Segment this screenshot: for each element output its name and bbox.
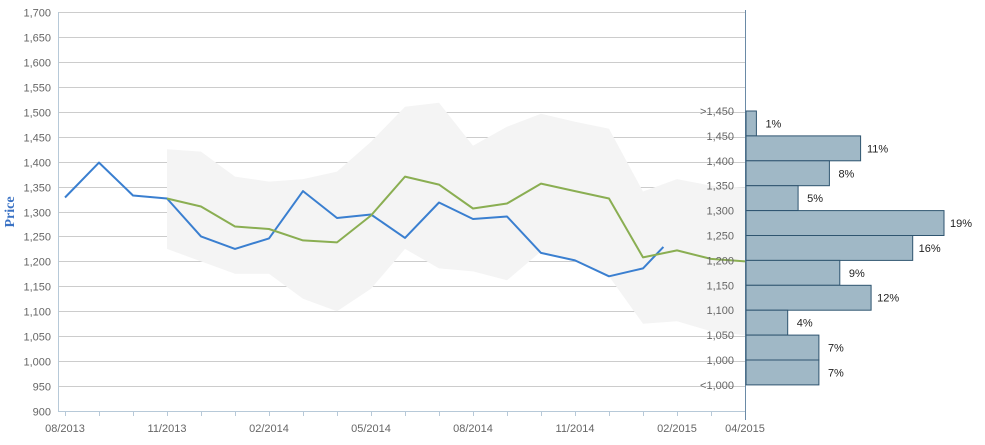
y-tick-label: 1,500 <box>23 108 51 120</box>
distribution-bin-label: 1,450 <box>706 131 734 143</box>
distribution-bar <box>745 284 872 311</box>
y-axis-title: Price <box>3 196 18 227</box>
forecast-range-band <box>167 102 745 336</box>
y-tick-label: 1,400 <box>23 158 51 170</box>
distribution-bin-label: 1,250 <box>706 231 734 243</box>
y-tick-label: 1,050 <box>23 332 51 344</box>
x-tick-label: 02/2015 <box>657 423 697 435</box>
x-tick-label: 11/2013 <box>148 423 187 435</box>
distribution-bin-label: 1,100 <box>706 305 734 317</box>
x-tick-label: 11/2014 <box>556 423 595 435</box>
distribution-bar <box>745 359 820 386</box>
distribution-bar-label: 7% <box>828 343 844 355</box>
distribution-bar-label: 19% <box>950 218 972 230</box>
forecast-band-layer <box>167 102 745 336</box>
x-tick-label: 04/2015 <box>725 423 765 435</box>
axis-layer: 900 950 1,000 1,050 1,100 1,150 1,200 1,250 1,30… <box>23 8 764 436</box>
distribution-bar <box>745 135 862 162</box>
distribution-bar <box>745 210 945 237</box>
distribution-bar-label: 5% <box>807 193 823 205</box>
distribution-bar-label: 7% <box>828 367 844 379</box>
distribution-bar <box>745 259 841 286</box>
distribution-bin-label: 1,200 <box>706 255 734 267</box>
distribution-layer: >1,450 1,450 1,400 1,350 1,300 1,250 1,200 1,15… <box>700 106 972 392</box>
distribution-bar <box>745 160 830 187</box>
distribution-bin-label: 1,150 <box>706 280 734 292</box>
y-tick-label: 1,350 <box>23 183 51 195</box>
forecast-price-line <box>166 175 746 263</box>
x-tick-label: 02/2014 <box>249 423 289 435</box>
distribution-bar <box>745 110 757 137</box>
y-tick-label: 1,550 <box>23 83 51 95</box>
x-tick-label: 05/2014 <box>351 423 391 435</box>
distribution-bin-label: 1,300 <box>706 206 734 218</box>
distribution-bar <box>745 185 799 212</box>
x-tick-label: 08/2014 <box>453 423 493 435</box>
distribution-bin-label: <1,000 <box>700 380 734 392</box>
y-tick-label: 1,600 <box>23 58 51 70</box>
distribution-bin-label: >1,450 <box>700 106 734 118</box>
distribution-bar <box>745 235 914 261</box>
y-tick-label: 1,150 <box>23 282 51 294</box>
distribution-bar <box>745 334 820 361</box>
y-tick-label: 1,300 <box>23 208 51 220</box>
distribution-bar-label: 9% <box>849 268 865 280</box>
y-tick-label: 1,650 <box>23 33 51 45</box>
y-tick-label: 950 <box>33 382 51 394</box>
y-tick-label: 1,200 <box>23 257 51 269</box>
distribution-bar-label: 4% <box>797 318 813 330</box>
distribution-bar-label: 12% <box>877 293 899 305</box>
distribution-bin-label: 1,000 <box>706 355 734 367</box>
y-tick-label: 1,700 <box>23 8 51 20</box>
y-tick-label: 1,450 <box>23 133 51 145</box>
y-tick-label: 900 <box>33 407 51 419</box>
distribution-bar-label: 11% <box>867 143 888 155</box>
y-tick-label: 1,000 <box>23 357 51 369</box>
distribution-bar-label: 1% <box>765 119 781 131</box>
y-tick-label: 1,100 <box>23 307 51 319</box>
distribution-bar-label: 8% <box>838 168 854 180</box>
x-tick-label: 08/2013 <box>45 423 85 435</box>
distribution-bin-label: 1,050 <box>706 330 734 342</box>
distribution-bin-label: 1,350 <box>706 181 734 193</box>
y-tick-label: 1,250 <box>23 232 51 244</box>
distribution-bar-label: 16% <box>919 243 941 255</box>
distribution-bin-label: 1,400 <box>706 156 734 168</box>
series-layer <box>64 161 746 278</box>
distribution-bar <box>745 309 789 336</box>
